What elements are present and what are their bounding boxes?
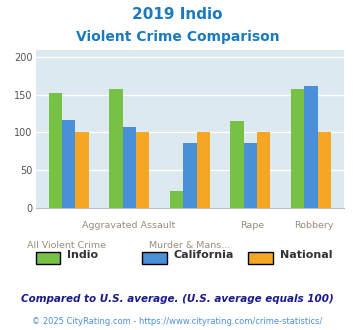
Text: Rape: Rape bbox=[240, 221, 264, 230]
Bar bbox=[170, 191, 183, 208]
Bar bbox=[197, 132, 210, 208]
Bar bbox=[109, 89, 123, 208]
Text: Indio: Indio bbox=[67, 250, 99, 260]
Text: All Violent Crime: All Violent Crime bbox=[27, 241, 106, 250]
Bar bbox=[49, 93, 62, 208]
Text: 2019 Indio: 2019 Indio bbox=[132, 7, 223, 21]
Bar bbox=[76, 132, 89, 208]
Bar bbox=[304, 86, 318, 208]
Bar bbox=[230, 121, 244, 208]
Bar bbox=[136, 132, 149, 208]
Bar bbox=[183, 143, 197, 208]
Text: Aggravated Assault: Aggravated Assault bbox=[82, 221, 175, 230]
Bar bbox=[257, 132, 271, 208]
Bar bbox=[123, 127, 136, 208]
Text: Robbery: Robbery bbox=[294, 221, 333, 230]
Text: National: National bbox=[280, 250, 333, 260]
Text: Compared to U.S. average. (U.S. average equals 100): Compared to U.S. average. (U.S. average … bbox=[21, 294, 334, 304]
Bar bbox=[62, 120, 76, 208]
Text: Murder & Mans...: Murder & Mans... bbox=[149, 241, 230, 250]
Text: California: California bbox=[174, 250, 234, 260]
Bar bbox=[244, 143, 257, 208]
Bar bbox=[291, 89, 304, 208]
Bar bbox=[318, 132, 331, 208]
Text: Violent Crime Comparison: Violent Crime Comparison bbox=[76, 30, 279, 44]
Text: © 2025 CityRating.com - https://www.cityrating.com/crime-statistics/: © 2025 CityRating.com - https://www.city… bbox=[32, 317, 323, 326]
